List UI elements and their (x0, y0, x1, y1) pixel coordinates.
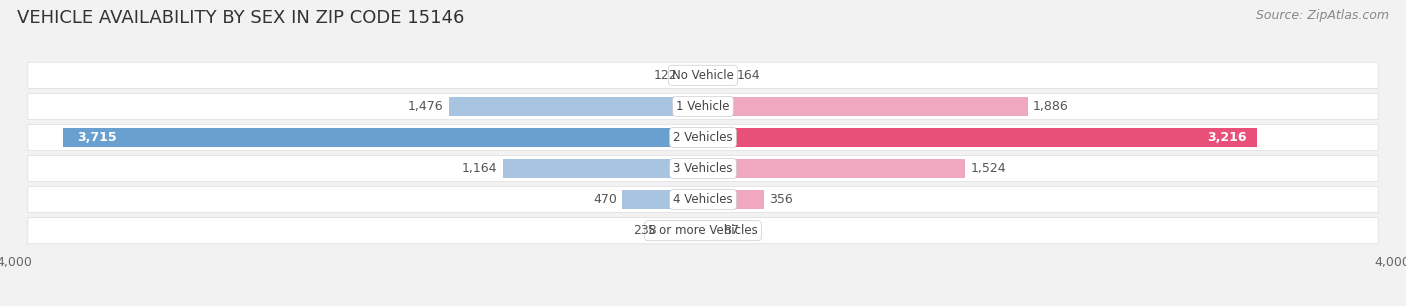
Bar (703, 66, 731, 85)
FancyBboxPatch shape (28, 93, 1378, 119)
FancyBboxPatch shape (28, 155, 1378, 181)
Bar (703, 128, 1257, 147)
Text: 4 Vehicles: 4 Vehicles (673, 193, 733, 206)
Text: 3 Vehicles: 3 Vehicles (673, 162, 733, 175)
Text: 1,476: 1,476 (408, 100, 444, 113)
Text: 356: 356 (769, 193, 793, 206)
FancyBboxPatch shape (28, 218, 1378, 244)
Bar (703, 159, 966, 178)
Text: VEHICLE AVAILABILITY BY SEX IN ZIP CODE 15146: VEHICLE AVAILABILITY BY SEX IN ZIP CODE … (17, 9, 464, 27)
Bar (703, 97, 1028, 116)
Text: 164: 164 (737, 69, 761, 82)
Text: No Vehicle: No Vehicle (672, 69, 734, 82)
Bar (662, 221, 703, 240)
Bar (621, 190, 703, 209)
Text: 2 Vehicles: 2 Vehicles (673, 131, 733, 144)
Text: 1,524: 1,524 (970, 162, 1007, 175)
Text: 122: 122 (654, 69, 676, 82)
FancyBboxPatch shape (28, 187, 1378, 213)
Bar (703, 190, 765, 209)
FancyBboxPatch shape (28, 62, 1378, 88)
Text: 1,886: 1,886 (1033, 100, 1069, 113)
Bar (449, 97, 703, 116)
Text: 1 Vehicle: 1 Vehicle (676, 100, 730, 113)
Text: 1,164: 1,164 (461, 162, 498, 175)
Text: 5 or more Vehicles: 5 or more Vehicles (648, 224, 758, 237)
Bar (682, 66, 703, 85)
Text: 87: 87 (723, 224, 740, 237)
Text: 3,715: 3,715 (77, 131, 117, 144)
FancyBboxPatch shape (28, 125, 1378, 151)
Text: 3,216: 3,216 (1208, 131, 1247, 144)
Text: 470: 470 (593, 193, 617, 206)
Bar (502, 159, 703, 178)
Bar (703, 221, 718, 240)
Bar (63, 128, 703, 147)
Text: Source: ZipAtlas.com: Source: ZipAtlas.com (1256, 9, 1389, 22)
Text: 238: 238 (633, 224, 657, 237)
